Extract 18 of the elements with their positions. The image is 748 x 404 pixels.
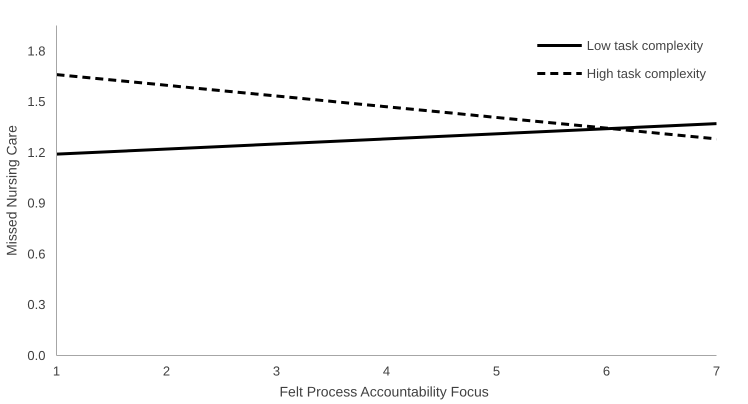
y-tick-label: 0.9 [27, 196, 46, 211]
legend-label: High task complexity [586, 66, 706, 80]
x-tick-label: 4 [382, 364, 390, 378]
x-tick-label: 3 [272, 364, 280, 378]
x-tick-label: 7 [712, 364, 720, 378]
legend-label: Low task complexity [586, 38, 704, 52]
y-tick-label: 1.2 [27, 144, 46, 160]
y-tick-label: 1.8 [27, 43, 46, 58]
y-tick-label: 0.0 [27, 348, 46, 363]
y-tick-label: 0.6 [27, 246, 46, 262]
x-tick-label: 1 [52, 364, 60, 378]
x-tick-label: 5 [492, 364, 500, 378]
x-tick-label: 2 [162, 364, 170, 378]
y-tick-label: 0.3 [27, 297, 46, 312]
y-axis-title: Missed Nursing Care [3, 124, 20, 256]
x-axis-title: Felt Process Accountability Focus [280, 384, 489, 400]
y-tick-label: 1.5 [27, 94, 46, 110]
x-tick-label: 6 [602, 364, 610, 378]
